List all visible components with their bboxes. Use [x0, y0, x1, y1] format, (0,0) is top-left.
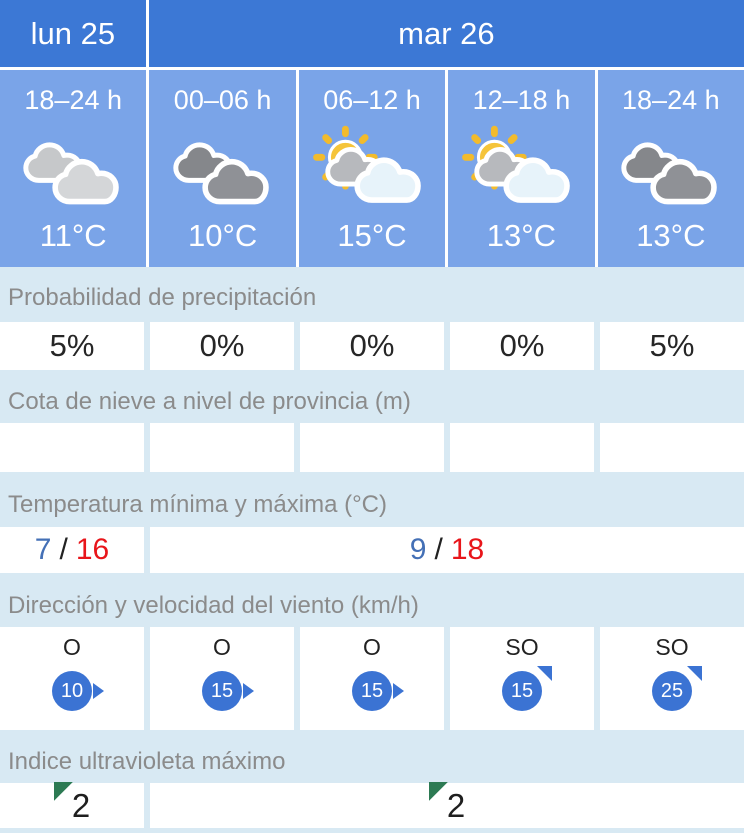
snow-level-cell — [450, 423, 594, 472]
day-header-mar-26: mar 26 — [149, 0, 744, 67]
precipitation-cell: 5% — [0, 322, 144, 370]
min-temperature: 9 — [409, 533, 427, 566]
wind-arrow-east-icon — [93, 683, 104, 699]
wind-speed-badge: 15 — [352, 671, 392, 711]
snow-level-cell — [0, 423, 144, 472]
precipitation-cell: 0% — [150, 322, 294, 370]
precipitation-cell: 5% — [600, 322, 744, 370]
period-column: 00–06 h 10°C — [149, 70, 299, 267]
period-temperature: 10°C — [187, 218, 258, 253]
period-time-label: 00–06 h — [173, 84, 272, 115]
wind-row: O 10 O 15 O — [0, 627, 744, 730]
wind-speed-badge: 15 — [202, 671, 242, 711]
wind-speed-badge: 10 — [52, 671, 92, 711]
day-header-row: lun 25 mar 26 — [0, 0, 744, 70]
wind-cell: O 10 — [0, 627, 144, 730]
temperature-separator: / — [434, 533, 443, 566]
wind-direction-label: O — [213, 634, 231, 660]
snow-level-cell — [150, 423, 294, 472]
temperature-cell: 9 / 18 — [150, 527, 744, 573]
temperature-cell: 7 / 16 — [0, 527, 144, 573]
section-precipitation: Probabilidad de precipitación 5% 0% 0% 0… — [0, 267, 744, 370]
wind-direction-label: SO — [505, 634, 539, 660]
period-temperature: 13°C — [486, 218, 557, 253]
uv-row: 2 2 — [0, 782, 744, 828]
min-temperature: 7 — [34, 533, 52, 566]
temperature-separator: / — [59, 533, 68, 566]
precipitation-value: 0% — [499, 328, 545, 363]
precipitation-row: 5% 0% 0% 0% 5% — [0, 322, 744, 370]
section-uv: Indice ultravioleta máximo 2 2 — [0, 741, 744, 828]
section-wind: Dirección y velocidad del viento (km/h) … — [0, 585, 744, 730]
period-row: 18–24 h 11°C 00–06 h 10°C 06–12 h — [0, 70, 744, 267]
very-cloudy-icon — [598, 130, 744, 218]
day-label: lun 25 — [30, 15, 116, 51]
snow-level-row — [0, 423, 744, 472]
wind-cell: O 15 — [150, 627, 294, 730]
precipitation-cell: 0% — [300, 322, 444, 370]
wind-speed-badge: 15 — [502, 671, 542, 711]
period-column: 18–24 h 11°C — [0, 70, 150, 267]
day-label: mar 26 — [398, 15, 495, 51]
section-title-precipitation: Probabilidad de precipitación — [8, 283, 317, 311]
section-snow-level: Cota de nieve a nivel de provincia (m) — [0, 380, 744, 472]
wind-arrow-northeast-icon — [537, 666, 552, 681]
section-title-wind: Dirección y velocidad del viento (km/h) — [8, 592, 419, 619]
period-temperature: 15°C — [337, 218, 407, 253]
wind-direction-label: O — [63, 634, 81, 660]
wind-arrow-east-icon — [243, 683, 254, 699]
snow-level-cell — [600, 423, 744, 472]
precipitation-value: 5% — [49, 328, 95, 363]
period-temperature: 11°C — [39, 218, 107, 253]
wind-speed-badge: 25 — [652, 671, 692, 711]
wind-cell: SO 15 — [450, 627, 594, 730]
sun-behind-clouds-icon — [299, 125, 445, 218]
period-time-label: 18–24 h — [622, 84, 720, 115]
period-column: 06–12 h — [299, 70, 449, 267]
precipitation-value: 5% — [649, 328, 695, 363]
temperature-row: 7 / 16 9 / 18 — [0, 527, 744, 573]
section-title-uv: Indice ultravioleta máximo — [8, 748, 286, 775]
period-column: 12–18 h — [448, 70, 598, 267]
wind-cell: SO 25 — [600, 627, 744, 730]
wind-cell: O 15 — [300, 627, 444, 730]
uv-value: 2 — [446, 787, 466, 824]
wind-direction-label: SO — [655, 634, 689, 660]
precipitation-cell: 0% — [450, 322, 594, 370]
wind-arrow-northeast-icon — [687, 666, 702, 681]
period-time-label: 12–18 h — [472, 84, 571, 115]
period-time-label: 18–24 h — [24, 84, 122, 115]
precipitation-value: 0% — [199, 328, 245, 363]
period-temperature: 13°C — [636, 218, 706, 253]
period-time-label: 06–12 h — [323, 84, 421, 115]
sun-behind-clouds-icon — [448, 125, 594, 218]
section-title-temperature: Temperatura mínima y máxima (°C) — [8, 491, 388, 518]
period-column: 18–24 h 13°C — [598, 70, 744, 267]
section-title-snow-level: Cota de nieve a nivel de provincia (m) — [8, 387, 411, 415]
day-header-lun-25: lun 25 — [0, 0, 149, 67]
wind-direction-label: O — [363, 634, 381, 660]
uv-value: 2 — [71, 787, 91, 824]
wind-arrow-east-icon — [393, 683, 404, 699]
section-temperature: Temperatura mínima y máxima (°C) 7 / 16 … — [0, 483, 744, 573]
uv-triangle-icon — [53, 782, 73, 801]
uv-triangle-icon — [428, 782, 448, 801]
uv-cell: 2 — [150, 782, 744, 828]
max-temperature: 18 — [450, 533, 485, 566]
uv-cell: 2 — [0, 782, 144, 828]
precipitation-value: 0% — [349, 328, 395, 363]
max-temperature: 16 — [75, 533, 110, 566]
cloudy-icon — [0, 130, 146, 218]
snow-level-cell — [300, 423, 444, 472]
very-cloudy-icon — [149, 130, 295, 218]
